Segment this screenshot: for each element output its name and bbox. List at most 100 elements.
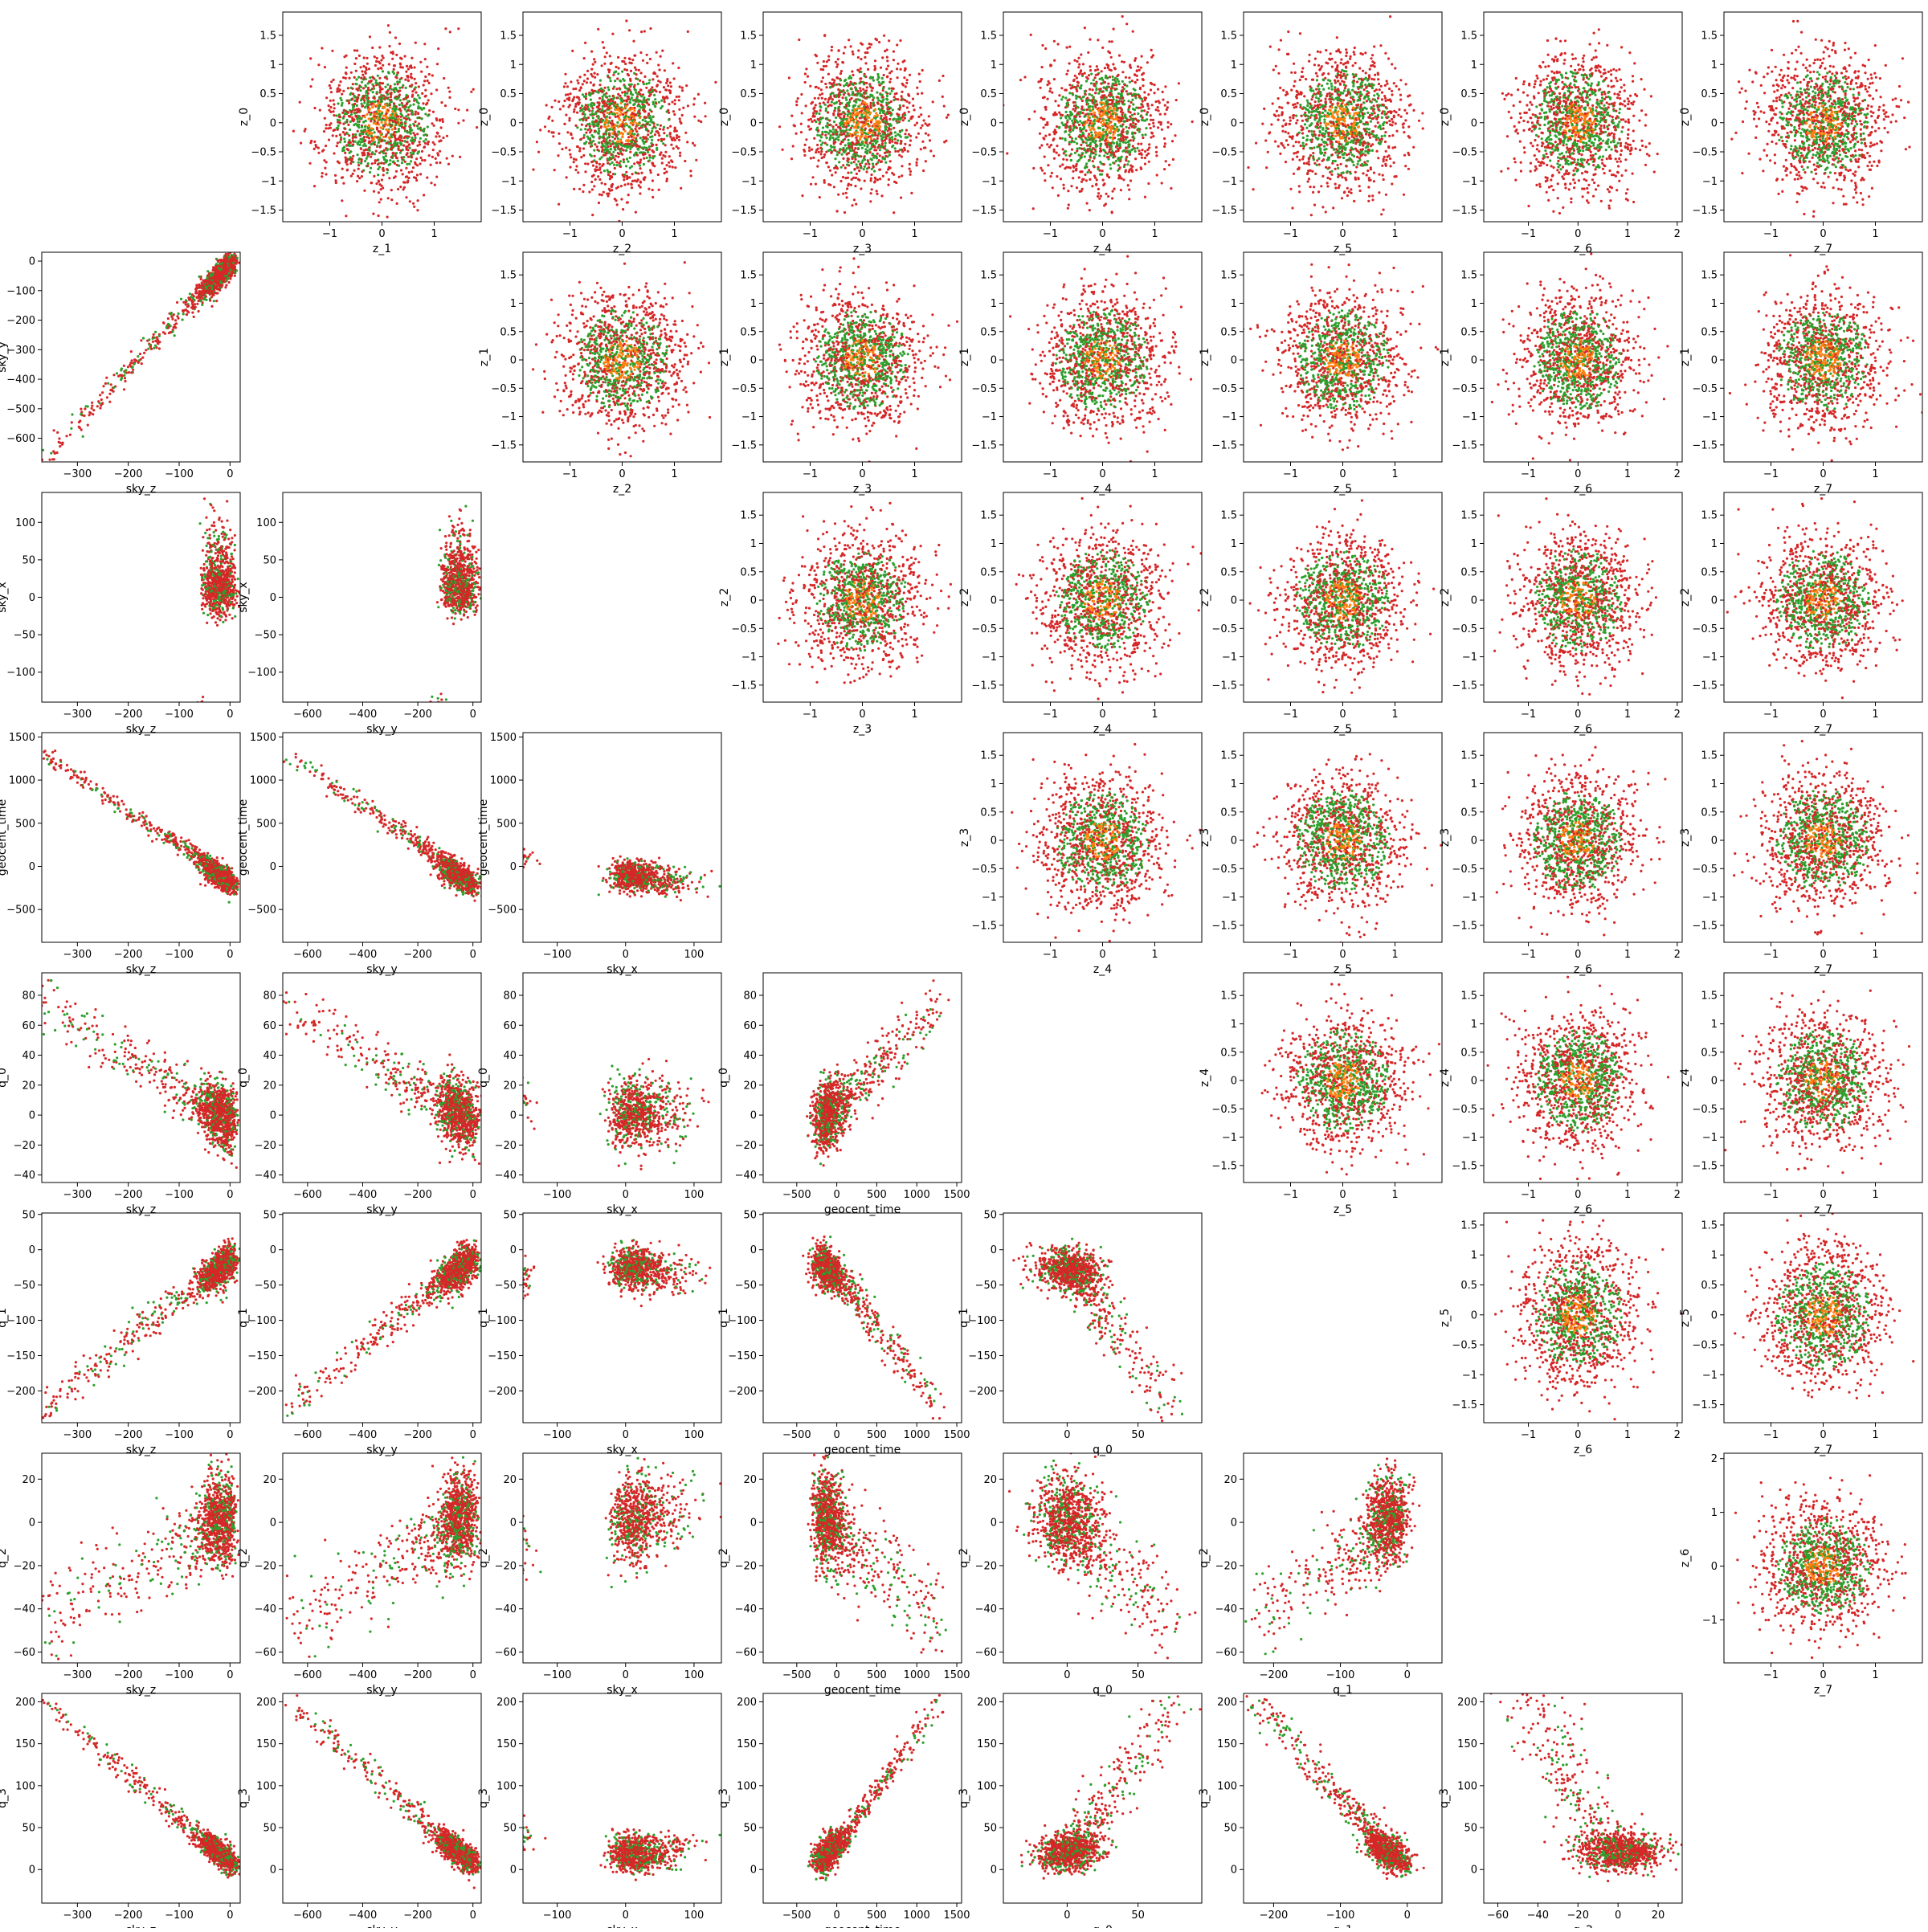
point xyxy=(393,64,395,67)
point xyxy=(355,57,357,59)
point xyxy=(643,146,646,149)
point xyxy=(820,80,823,83)
point xyxy=(925,160,927,162)
point xyxy=(857,160,860,162)
point xyxy=(678,99,680,101)
point xyxy=(1134,81,1137,84)
point xyxy=(804,72,807,75)
point xyxy=(368,117,370,120)
point xyxy=(428,154,431,157)
point xyxy=(627,201,629,203)
point xyxy=(900,99,902,101)
point xyxy=(403,137,406,139)
point xyxy=(363,96,366,98)
point xyxy=(876,73,879,76)
point xyxy=(435,161,438,164)
point xyxy=(339,133,341,136)
point xyxy=(1051,92,1053,94)
point xyxy=(869,151,872,153)
point xyxy=(404,108,406,110)
point xyxy=(386,159,388,161)
point xyxy=(868,46,871,48)
point xyxy=(395,54,398,56)
point xyxy=(835,84,838,86)
point xyxy=(366,100,369,102)
point xyxy=(584,128,586,130)
point xyxy=(910,116,913,118)
point xyxy=(884,155,887,157)
point xyxy=(681,114,684,116)
point xyxy=(705,115,707,117)
point xyxy=(1039,133,1041,135)
point xyxy=(859,166,861,169)
point xyxy=(1131,114,1134,116)
point xyxy=(631,136,633,138)
y-tick-label: 1.5 xyxy=(259,31,276,43)
point xyxy=(714,81,717,84)
point xyxy=(370,182,373,184)
point xyxy=(578,149,581,152)
point xyxy=(831,137,834,139)
point xyxy=(840,112,843,115)
point xyxy=(816,62,819,64)
point xyxy=(833,110,835,112)
point xyxy=(360,77,362,80)
point xyxy=(888,39,890,42)
point xyxy=(843,52,845,55)
point xyxy=(574,88,577,90)
point xyxy=(375,60,378,63)
point xyxy=(385,112,387,115)
point xyxy=(1121,60,1123,63)
point xyxy=(377,168,379,170)
point xyxy=(849,75,852,77)
point xyxy=(1166,126,1169,129)
point xyxy=(413,206,415,208)
point xyxy=(836,77,839,80)
point xyxy=(606,51,608,54)
point xyxy=(1075,168,1077,170)
point xyxy=(673,113,676,116)
point xyxy=(1071,137,1073,140)
point xyxy=(671,100,673,103)
point xyxy=(639,116,641,119)
point xyxy=(623,176,626,178)
point xyxy=(658,101,660,104)
point xyxy=(416,209,419,211)
point xyxy=(444,27,447,30)
point xyxy=(1150,136,1152,138)
point xyxy=(1121,86,1124,88)
point xyxy=(1047,98,1049,100)
point xyxy=(872,96,875,99)
point xyxy=(888,139,891,141)
point xyxy=(569,166,571,169)
point xyxy=(870,178,872,180)
point xyxy=(417,107,419,109)
point xyxy=(1109,106,1112,108)
point xyxy=(815,151,817,153)
point xyxy=(1072,108,1074,110)
point xyxy=(851,118,853,120)
point xyxy=(333,103,335,105)
point xyxy=(645,147,647,149)
point xyxy=(1117,177,1120,179)
point xyxy=(631,141,633,143)
point xyxy=(903,147,905,149)
point xyxy=(921,141,924,143)
point xyxy=(831,85,834,88)
point xyxy=(321,47,323,49)
point xyxy=(656,130,658,133)
point xyxy=(611,183,614,186)
point xyxy=(614,137,616,140)
y-tick-label: −1 xyxy=(261,176,276,188)
point xyxy=(1143,109,1146,112)
point xyxy=(368,148,370,150)
point xyxy=(414,78,416,80)
point xyxy=(846,196,848,198)
point xyxy=(1101,70,1103,72)
y-axis-label: z_0 xyxy=(478,108,491,126)
point xyxy=(396,142,398,145)
point xyxy=(404,130,406,133)
point xyxy=(885,67,888,70)
x-axis-label: z_3 xyxy=(853,243,872,255)
point xyxy=(593,185,595,187)
